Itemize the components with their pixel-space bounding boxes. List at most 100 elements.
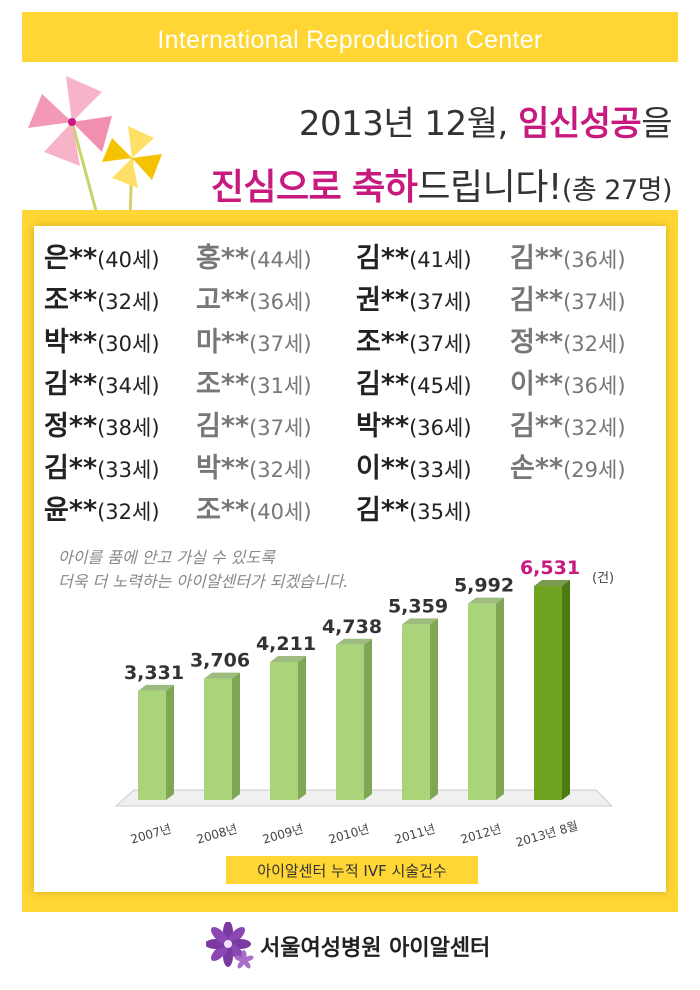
motto-line1: 아이를 품에 안고 가실 수 있도록 bbox=[58, 548, 275, 567]
name-age: (36세) bbox=[563, 374, 626, 398]
pinwheel-icon bbox=[28, 76, 162, 219]
bar-side bbox=[166, 684, 174, 800]
name-row: 정**(38세) 김**(37세) 박**(36세) 김**(32세) bbox=[44, 404, 664, 446]
name-entry: 김**(33세) bbox=[44, 446, 160, 485]
name-entry: 김**(37세) bbox=[510, 278, 626, 317]
bar-top bbox=[468, 597, 504, 604]
x-tick-label: 2012년 bbox=[459, 822, 503, 847]
name-entry: 김**(37세) bbox=[196, 404, 312, 443]
headline-accent-sincerely: 진심으로 bbox=[210, 167, 342, 208]
name-age: (37세) bbox=[563, 290, 626, 314]
bar-value-label: 4,738 bbox=[322, 616, 382, 638]
header-title: International Reproduction Center bbox=[157, 25, 543, 54]
footer-hospital-name: 서울여성병원 아이알센터 bbox=[260, 936, 491, 961]
name-age: (44세) bbox=[249, 248, 312, 272]
names-list: 은**(40세) 홍**(44세) 김**(41세) 김**(36세) 조**(32세)… bbox=[44, 236, 664, 530]
name-age: (32세) bbox=[563, 416, 626, 440]
x-tick-label: 2007년 bbox=[129, 822, 173, 847]
headline-line2: 진심으로 축하드립니다!(총 27명) bbox=[210, 158, 673, 210]
bar-top bbox=[402, 618, 438, 625]
name-entry: 김**(32세) bbox=[510, 404, 626, 443]
name-age: (32세) bbox=[97, 290, 160, 314]
name-initial: 이** bbox=[510, 369, 564, 400]
bar bbox=[534, 586, 562, 800]
name-initial: 김** bbox=[510, 411, 564, 442]
chart-title-text: 아이알센터 누적 IVF 시술건수 bbox=[257, 861, 447, 880]
name-entry: 김**(34세) bbox=[44, 362, 160, 401]
name-initial: 김** bbox=[44, 369, 98, 400]
name-entry: 윤**(32세) bbox=[44, 488, 160, 527]
name-entry: 이**(33세) bbox=[356, 446, 472, 485]
name-initial: 마** bbox=[196, 327, 250, 358]
name-row: 은**(40세) 홍**(44세) 김**(41세) 김**(36세) bbox=[44, 236, 664, 278]
name-entry: 손**(29세) bbox=[510, 446, 626, 485]
bar-top bbox=[270, 656, 306, 663]
name-initial: 권** bbox=[356, 285, 410, 316]
name-age: (32세) bbox=[563, 332, 626, 356]
name-entry: 조**(37세) bbox=[356, 320, 472, 359]
name-row: 김**(33세) 박**(32세) 이**(33세) 손**(29세) bbox=[44, 446, 664, 488]
name-entry: 김**(36세) bbox=[510, 236, 626, 275]
name-initial: 조** bbox=[196, 369, 250, 400]
name-initial: 김** bbox=[44, 453, 98, 484]
bar-side bbox=[562, 580, 570, 800]
name-age: (37세) bbox=[249, 332, 312, 356]
name-entry: 정**(32세) bbox=[510, 320, 626, 359]
name-initial: 정** bbox=[510, 327, 564, 358]
chart-title: 아이알센터 누적 IVF 시술건수 bbox=[226, 856, 478, 884]
name-age: (32세) bbox=[249, 458, 312, 482]
name-age: (36세) bbox=[409, 416, 472, 440]
name-age: (45세) bbox=[409, 374, 472, 398]
name-entry: 박**(32세) bbox=[196, 446, 312, 485]
headline-total-count: (총 27명) bbox=[561, 175, 673, 206]
name-initial: 정** bbox=[44, 411, 98, 442]
bar-side bbox=[298, 656, 306, 800]
bar-value-label: 5,359 bbox=[388, 595, 448, 617]
name-age: (37세) bbox=[249, 416, 312, 440]
name-initial: 김** bbox=[356, 243, 410, 274]
name-entry: 박**(30세) bbox=[44, 320, 160, 359]
name-age: (30세) bbox=[97, 332, 160, 356]
bar-value-label: 3,706 bbox=[190, 650, 250, 672]
name-initial: 은** bbox=[44, 243, 98, 274]
name-initial: 김** bbox=[510, 285, 564, 316]
name-row: 박**(30세) 마**(37세) 조**(37세) 정**(32세) bbox=[44, 320, 664, 362]
name-entry: 김**(41세) bbox=[356, 236, 472, 275]
name-initial: 박** bbox=[356, 411, 410, 442]
name-row: 조**(32세) 고**(36세) 권**(37세) 김**(37세) bbox=[44, 278, 664, 320]
bar bbox=[468, 603, 496, 800]
name-age: (37세) bbox=[409, 290, 472, 314]
name-initial: 손** bbox=[510, 453, 564, 484]
bar-top bbox=[534, 580, 570, 586]
name-entry: 김**(45세) bbox=[356, 362, 472, 401]
name-age: (40세) bbox=[97, 248, 160, 272]
name-age: (36세) bbox=[249, 290, 312, 314]
bar-top bbox=[336, 638, 372, 645]
name-age: (37세) bbox=[409, 332, 472, 356]
name-age: (40세) bbox=[249, 500, 312, 524]
name-initial: 이** bbox=[356, 453, 410, 484]
bar-top bbox=[204, 672, 240, 679]
name-age: (35세) bbox=[409, 500, 472, 524]
name-initial: 홍** bbox=[196, 243, 250, 274]
name-initial: 조** bbox=[356, 327, 410, 358]
bar-value-label: 4,211 bbox=[256, 633, 316, 655]
name-initial: 김** bbox=[196, 411, 250, 442]
name-age: (29세) bbox=[563, 458, 626, 482]
name-age: (31세) bbox=[249, 374, 312, 398]
name-initial: 김** bbox=[356, 495, 410, 526]
name-age: (34세) bbox=[97, 374, 160, 398]
footer: 서울여성병원 아이알센터 bbox=[206, 922, 490, 970]
bar-value-label: 3,331 bbox=[124, 662, 184, 684]
name-entry: 이**(36세) bbox=[510, 362, 626, 401]
name-entry: 조**(32세) bbox=[44, 278, 160, 317]
bar bbox=[336, 644, 364, 800]
name-initial: 윤** bbox=[44, 495, 98, 526]
bar bbox=[270, 662, 298, 800]
flower-logo-icon bbox=[206, 922, 254, 969]
name-entry: 정**(38세) bbox=[44, 404, 160, 443]
name-entry: 박**(36세) bbox=[356, 404, 472, 443]
headline-line1: 2013년 12월, 임신성공을 bbox=[299, 96, 673, 145]
